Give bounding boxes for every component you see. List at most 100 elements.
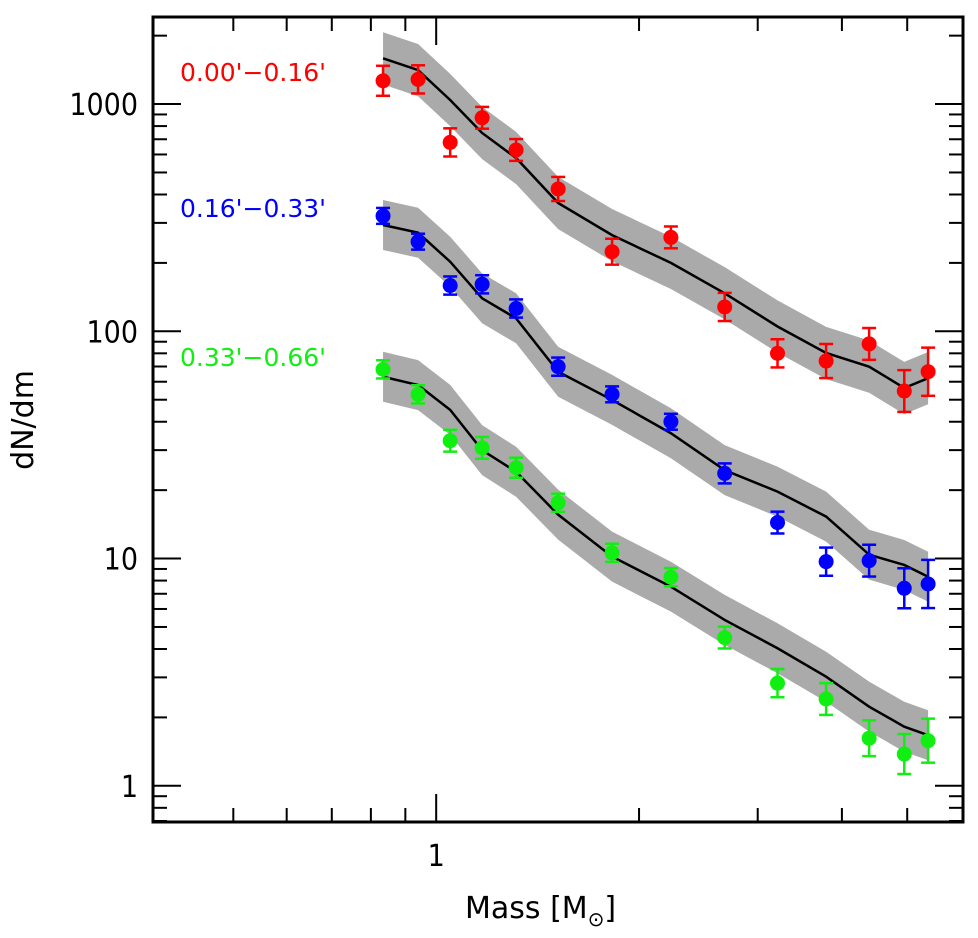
point-marker [770,675,786,691]
model-lines [382,57,929,737]
point-marker [442,433,458,449]
data-point [818,681,834,717]
x-axis-label-sun-symbol: ⊙ [588,907,605,931]
y-tick-label: 10 [104,543,138,578]
point-marker [410,386,426,402]
point-marker [717,630,733,646]
x-axis-label: Mass [M⊙] [465,891,616,931]
point-marker [920,576,936,592]
data-point [818,546,834,578]
data-point [770,337,786,369]
point-marker [508,300,524,316]
data-point [770,667,786,699]
point-marker [920,733,936,749]
y-tick-label: 100 [86,315,138,350]
data-point [375,359,391,380]
data-point [896,368,912,414]
data-point [474,105,490,130]
data-point [861,718,877,758]
point-marker [920,364,936,380]
data-point [604,237,620,266]
data-point [818,342,834,380]
legend-label-0: 0.00'−0.16' [180,58,326,87]
point-marker [550,359,566,375]
data-point [663,225,679,250]
model-line-1 [382,223,929,578]
data-point [474,273,490,295]
legend: 0.00'−0.16' 0.16'−0.33' 0.33'−0.66' [180,58,326,372]
point-marker [508,460,524,476]
point-marker [375,361,391,377]
point-marker [896,383,912,399]
data-point [770,510,786,535]
y-axis-label: dN/dm [6,370,41,470]
plot-frame [151,15,965,824]
data-point [717,625,733,650]
data-point [375,206,391,226]
data-point [920,346,936,398]
data-point [410,383,426,405]
data-point [550,492,566,514]
point-marker [818,554,834,570]
data-point [410,64,426,95]
data-point [717,462,733,485]
point-marker [474,110,490,126]
data-point [861,543,877,578]
x-axis-label-main: Mass [M [465,891,588,926]
point-marker [663,414,679,430]
legend-label-2: 0.33'−0.66' [180,343,326,372]
data-point [920,717,936,764]
point-marker [896,580,912,596]
y-tick-label: 1000 [69,88,138,123]
point-marker [375,73,391,89]
model-band-0 [383,32,929,415]
data-point [442,127,458,158]
model-line-2 [382,375,929,737]
data-point [410,232,426,251]
data-point [508,456,524,479]
point-marker [861,336,877,352]
point-marker [818,353,834,369]
point-marker [717,465,733,481]
data-point [896,567,912,610]
data-point [717,291,733,323]
data-point [442,428,458,453]
point-marker [604,386,620,402]
x-tick-label: 1 [428,839,445,874]
point-marker [896,746,912,762]
data-point [508,137,524,163]
point-marker [717,299,733,315]
axis-ticks [153,17,963,823]
model-bands [383,32,929,761]
point-marker [474,440,490,456]
point-marker [818,691,834,707]
data-point [604,542,620,564]
point-marker [442,278,458,294]
point-marker [442,134,458,150]
data-point [896,732,912,776]
data-point [474,435,490,461]
data-point [375,64,391,98]
point-marker [508,142,524,158]
data-point [442,275,458,296]
data-point [920,558,936,610]
data-point [663,566,679,588]
point-marker [410,71,426,87]
point-marker [410,234,426,250]
point-marker [604,545,620,561]
data-point [604,385,620,404]
data-point [663,412,679,431]
point-marker [474,276,490,292]
y-tick-label: 1 [121,770,138,805]
data-point [508,298,524,319]
point-marker [550,495,566,511]
point-marker [770,345,786,361]
point-marker [375,208,391,224]
data-point [550,175,566,203]
point-marker [663,569,679,585]
model-line-0 [382,57,929,390]
data-point [550,356,566,377]
data-points [375,64,936,776]
tick-labels: 1 1 10 100 1000 [69,88,444,874]
